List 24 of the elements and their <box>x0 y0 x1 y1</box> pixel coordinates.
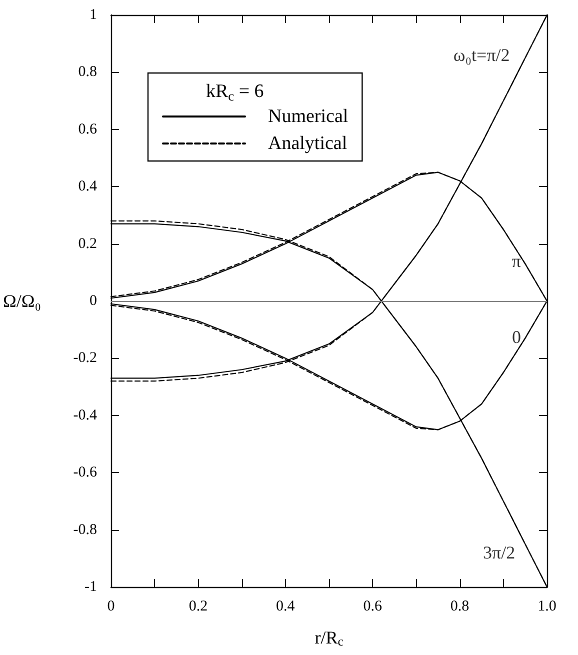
x-tick-label: 0.6 <box>363 598 382 614</box>
y-tick-label: 0.4 <box>78 178 98 195</box>
x-tick-label: 0.4 <box>276 598 296 614</box>
legend-label: Analytical <box>268 133 348 154</box>
y-tick-label: -0.2 <box>73 350 98 366</box>
y-tick-label: 0.6 <box>78 121 98 138</box>
y-tick-label: 0.8 <box>78 64 98 80</box>
x-tick-label: 0.2 <box>188 598 208 614</box>
y-tick-label: -0.6 <box>73 464 98 481</box>
annotation: 0 <box>512 326 521 347</box>
annotation: ω₀t=π/2 <box>453 45 510 66</box>
y-tick-label: 1 <box>90 7 98 23</box>
y-tick-label: -0.4 <box>73 407 98 424</box>
annotation: 3π/2 <box>482 542 516 563</box>
x-tick-label: 0.8 <box>450 598 470 614</box>
y-tick-label: -0.8 <box>73 522 98 538</box>
y-axis-title: Ω/Ω₀ <box>3 291 42 311</box>
x-tick-label: 1.0 <box>538 598 556 614</box>
y-tick-label: -1 <box>84 579 98 595</box>
annotation: π <box>512 250 522 271</box>
legend-label: Numerical <box>268 106 348 127</box>
y-tick-label: 0.2 <box>78 236 98 252</box>
y-tick-label: 0 <box>90 293 98 309</box>
x-tick-label: 0 <box>107 598 115 614</box>
